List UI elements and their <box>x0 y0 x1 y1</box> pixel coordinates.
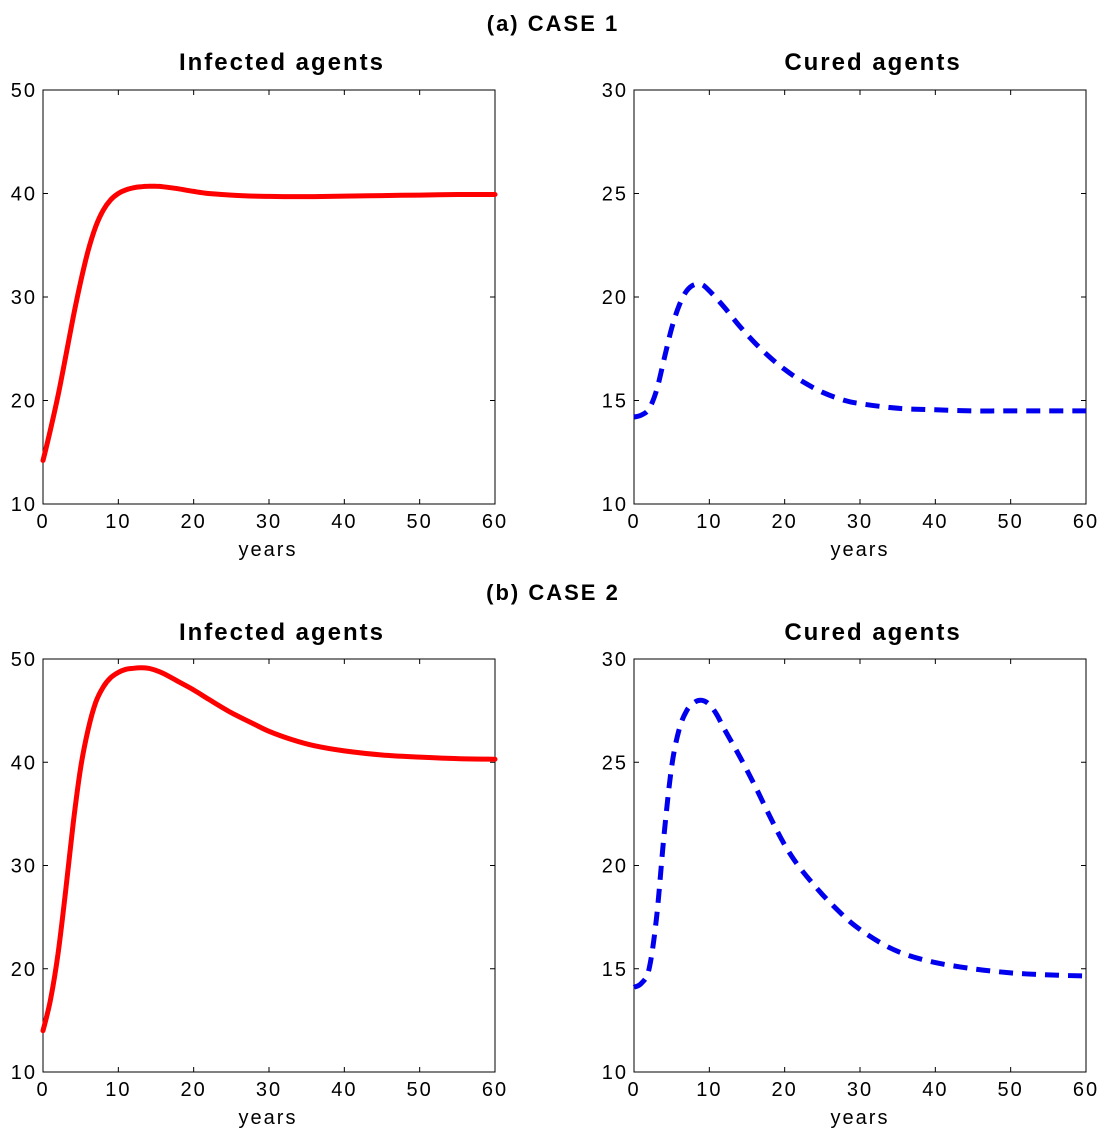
y-tick-label: 20 <box>11 391 37 413</box>
x-tick-label: 50 <box>407 1079 433 1101</box>
x-tick-label: 20 <box>772 511 798 533</box>
y-tick-label: 30 <box>602 80 628 102</box>
x-axis-label: years <box>831 539 890 561</box>
x-tick-label: 30 <box>847 1079 873 1101</box>
y-tick-label: 40 <box>11 184 37 206</box>
x-axis-label: years <box>831 1107 890 1129</box>
y-tick-label: 10 <box>602 494 628 516</box>
panel-case2-cured: Cured agents years 0 10 20 30 40 50 6010152025… <box>602 619 1099 1129</box>
y-tick-label: 50 <box>11 80 37 102</box>
panel-case2-infected: Infected agents years 0 10 20 30 40 50 6010203… <box>11 619 508 1129</box>
y-tick-label: 10 <box>11 1062 37 1084</box>
panel-case1-infected: Infected agents years 0 10 20 30 40 50 6010203… <box>11 49 508 561</box>
x-tick-label: 10 <box>696 1079 722 1101</box>
case-title-a: (a) CASE 1 <box>487 11 619 36</box>
series-line <box>40 665 498 1034</box>
x-tick-label: 20 <box>772 1079 798 1101</box>
panel-title: Cured agents <box>784 619 961 646</box>
panel-title: Infected agents <box>179 49 385 76</box>
series-line <box>633 281 1086 420</box>
y-tick-label: 50 <box>11 649 37 671</box>
x-tick-label: 60 <box>1073 1079 1099 1101</box>
y-tick-label: 25 <box>602 752 628 774</box>
x-tick-label: 10 <box>105 511 131 533</box>
x-tick-label: 40 <box>331 1079 357 1101</box>
axes-frame <box>42 658 496 1073</box>
panel-case1-cured: Cured agents years 0 10 20 30 40 50 6010152025… <box>602 49 1099 561</box>
series-line <box>40 183 498 463</box>
x-tick-label: 10 <box>105 1079 131 1101</box>
y-tick-label: 20 <box>11 959 37 981</box>
x-tick-label: 30 <box>256 1079 282 1101</box>
axes-frame <box>633 658 1087 1073</box>
y-tick-label: 10 <box>11 494 37 516</box>
y-tick-label: 15 <box>602 391 628 413</box>
x-tick-label: 60 <box>1073 511 1099 533</box>
x-tick-label: 0 <box>36 1079 49 1101</box>
x-tick-label: 30 <box>847 511 873 533</box>
x-tick-label: 40 <box>922 511 948 533</box>
y-tick-label: 30 <box>11 856 37 878</box>
y-tick-label: 20 <box>602 856 628 878</box>
x-tick-label: 0 <box>627 511 640 533</box>
series-line <box>632 697 1087 990</box>
y-tick-label: 10 <box>602 1062 628 1084</box>
case-title-b: (b) CASE 2 <box>486 580 620 605</box>
x-tick-label: 40 <box>922 1079 948 1101</box>
x-tick-label: 40 <box>331 511 357 533</box>
x-tick-label: 60 <box>482 511 508 533</box>
panel-title: Cured agents <box>784 49 961 76</box>
axes-frame <box>633 89 1087 505</box>
panel-title: Infected agents <box>179 619 385 646</box>
y-tick-label: 15 <box>602 959 628 981</box>
y-tick-label: 30 <box>11 287 37 309</box>
x-tick-label: 0 <box>36 511 49 533</box>
x-tick-label: 0 <box>627 1079 640 1101</box>
x-tick-label: 20 <box>181 511 207 533</box>
x-tick-label: 60 <box>482 1079 508 1101</box>
y-tick-label: 30 <box>602 649 628 671</box>
x-tick-label: 50 <box>998 511 1024 533</box>
y-tick-label: 20 <box>602 287 628 309</box>
y-tick-label: 40 <box>11 752 37 774</box>
x-axis-label: years <box>239 539 298 561</box>
y-tick-label: 25 <box>602 184 628 206</box>
x-tick-label: 20 <box>181 1079 207 1101</box>
x-tick-label: 10 <box>696 511 722 533</box>
x-tick-label: 50 <box>998 1079 1024 1101</box>
x-tick-label: 30 <box>256 511 282 533</box>
x-axis-label: years <box>239 1107 298 1129</box>
x-tick-label: 50 <box>407 511 433 533</box>
axes-frame <box>42 89 496 505</box>
